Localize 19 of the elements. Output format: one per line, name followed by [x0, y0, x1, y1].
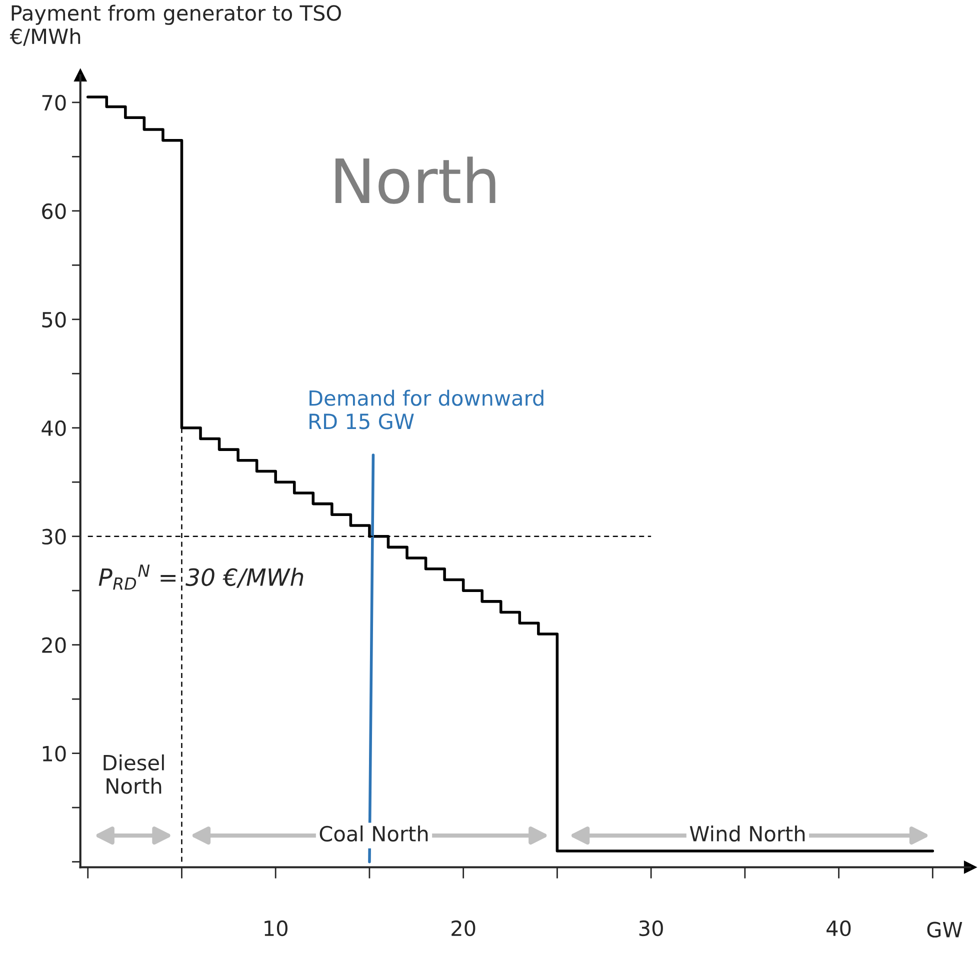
annotation: Wind North [690, 825, 805, 842]
x-tick-label: 10 [264, 920, 288, 936]
annotation: Diesel North [104, 754, 164, 794]
x-tick-label: 20 [452, 920, 476, 936]
text: Demand for downward RD 15 GW [310, 390, 544, 430]
x-tick-label: 40 [826, 920, 851, 936]
text: North [336, 156, 496, 204]
y-tick-label: 20 [42, 637, 66, 654]
y-tick-label: 10 [42, 746, 66, 762]
annotation: P$_{RD}$$^{N}$ = 30 €/MWh [98, 564, 304, 590]
x-axis-title: GW [927, 922, 962, 938]
y-tick-label: 70 [42, 94, 66, 111]
annotation: Coal North [320, 825, 428, 842]
y-tick-label: 40 [42, 420, 66, 436]
x-tick-label: 30 [639, 920, 663, 936]
y-axis-title: Payment from generator to TSO €/MWh [10, 4, 341, 46]
y-tick-label: 50 [42, 312, 66, 328]
y-tick-label: 60 [42, 203, 66, 220]
y-tick-label: 30 [42, 528, 66, 545]
